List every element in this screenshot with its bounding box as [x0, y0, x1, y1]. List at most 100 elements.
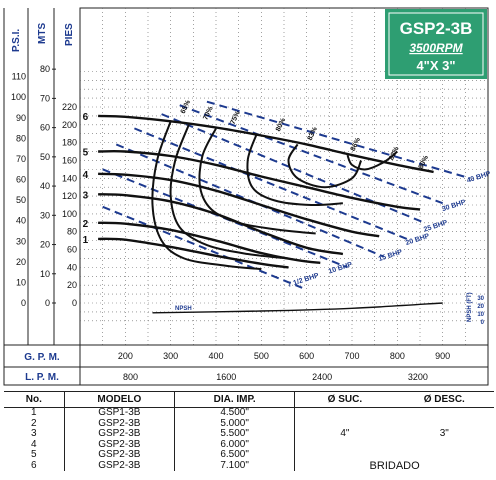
pies-axis-label: PIES — [64, 23, 75, 46]
mts-tick-label: 10 — [40, 269, 50, 279]
psi-tick-label: 0 — [21, 298, 26, 308]
lpm-tick-label: 1600 — [216, 372, 236, 382]
spec-row: 1 GSP1-3B 4.500" — [4, 407, 494, 419]
npsh-tick-label: 30 — [477, 296, 484, 302]
bhp-line — [161, 113, 425, 224]
pies-tick-label: 60 — [67, 245, 77, 255]
efficiency-label: 83% — [388, 145, 401, 161]
npsh-tick-label: 10 — [477, 312, 484, 318]
psi-tick-label: 100 — [11, 92, 26, 102]
pies-tick-label: 200 — [62, 120, 77, 130]
gpm-ticks: 200 300 400 500 600 700 800 900 — [118, 351, 450, 361]
bhp-label: 7 1/2 BHP — [287, 272, 320, 289]
gpm-axis-label: G. P. M. — [24, 352, 60, 363]
psi-tick-label: 110 — [12, 72, 26, 82]
mts-tick-label: 50 — [40, 152, 50, 162]
npsh-curve-label: NPSH — [175, 306, 192, 312]
spec-discharge-empty — [395, 450, 494, 461]
lpm-tick-label: 3200 — [408, 372, 428, 382]
size-title: 4"X 3" — [416, 58, 455, 73]
spec-dia: 7.100" — [174, 460, 295, 471]
efficiency-curve — [198, 127, 316, 235]
efficiency-label: 80% — [418, 154, 431, 170]
psi-tick-label: 50 — [16, 195, 26, 205]
pump-curve-chart: P.S.I. MTS PIES 110100908070605040302010… — [3, 7, 492, 386]
spec-connection: BRIDADO — [294, 460, 494, 471]
efficiency-curve — [169, 124, 289, 260]
title-box — [385, 9, 487, 79]
npsh-ticks: 30 20 10 0 — [477, 296, 484, 326]
pies-tick-label: 220 — [62, 102, 77, 112]
bhp-label: 30 BHP — [441, 199, 467, 213]
lpm-tick-label: 800 — [123, 372, 138, 382]
bhp-line — [179, 104, 444, 205]
gpm-tick-label: 500 — [254, 351, 269, 361]
mts-tick-label: 20 — [40, 240, 50, 250]
gpm-tick-label: 300 — [163, 351, 178, 361]
pies-tick-label: 120 — [62, 191, 77, 201]
spec-no: 1 — [31, 407, 37, 418]
pies-tick-label: 160 — [62, 155, 77, 165]
pies-tick-label: 180 — [62, 138, 77, 148]
lpm-tick-label: 2400 — [312, 372, 332, 382]
spec-suction: 4" — [294, 428, 395, 440]
spec-dia: 6.000" — [174, 439, 295, 450]
spec-model: GSP2-3B — [63, 449, 175, 461]
col-dia: DIA. IMP. — [174, 391, 295, 408]
pies-tick-label: 80 — [67, 227, 77, 237]
bhp-line — [206, 100, 471, 180]
spec-dia: 4.500" — [174, 407, 295, 419]
model-title: GSP2-3B — [400, 19, 473, 38]
efficiency-curve — [287, 143, 363, 189]
spec-no: 2 — [31, 417, 37, 429]
mts-tick-label: 30 — [40, 210, 50, 220]
mts-tick-label: 80 — [40, 64, 50, 74]
spec-row: 2 GSP2-3B 5.000" — [4, 417, 494, 429]
spec-discharge-empty — [395, 408, 494, 419]
psi-tick-label: 80 — [16, 133, 26, 143]
lpm-band — [3, 366, 489, 386]
spec-discharge: 3" — [439, 428, 449, 439]
gpm-tick-label: 400 — [208, 351, 223, 361]
psi-tick-label: 90 — [16, 113, 26, 123]
efficiency-label: 83% — [307, 125, 320, 141]
bhp-line — [102, 205, 303, 289]
gpm-tick-label: 900 — [435, 351, 450, 361]
col-no: No. — [4, 391, 65, 408]
bhp-label: 20 BHP — [405, 233, 431, 247]
efficiency-curve — [246, 133, 343, 207]
spec-row: 4 GSP2-3B 6.000" — [4, 439, 494, 450]
head-curve-4 — [98, 172, 380, 238]
head-curve-1 — [98, 237, 289, 269]
spec-model: GSP2-3B — [63, 418, 175, 429]
spec-no: 6 — [31, 459, 37, 471]
title-box-border — [388, 12, 484, 76]
gpm-band — [3, 344, 489, 368]
gpm-tick-label: 600 — [299, 351, 314, 361]
spec-model: GSP2-3B — [63, 439, 175, 450]
bhp-line — [134, 127, 412, 242]
efficiency-label: 65% — [180, 99, 193, 115]
bhp-label: 15 BHP — [378, 249, 404, 263]
lpm-axis-label: L. P. M. — [25, 372, 59, 383]
spec-model: GSP1-3B — [63, 407, 175, 419]
col-model: MODELO — [63, 391, 175, 408]
head-curve-6 — [98, 114, 434, 174]
head-curves: 1 2 3 4 5 6 — [83, 112, 434, 269]
head-curve-label: 1 — [83, 235, 89, 246]
col-discharge: Ø DESC. — [394, 391, 494, 408]
pies-tick-label: 20 — [67, 280, 77, 290]
spec-dia: 5.500" — [174, 428, 295, 440]
psi-tick-label: 30 — [16, 236, 26, 246]
gpm-tick-label: 800 — [390, 351, 405, 361]
spec-model: GSP2-3B — [63, 428, 175, 440]
spec-no: 3 — [31, 428, 37, 439]
spec-suction-empty — [294, 407, 395, 419]
spec-suction-empty — [294, 439, 395, 450]
gpm-tick-label: 200 — [118, 351, 133, 361]
speed-title: 3500RPM — [409, 41, 463, 55]
spec-row: 5 GSP2-3B 6.500" — [4, 449, 494, 461]
efficiency-curve — [346, 150, 398, 171]
spec-suction-empty — [294, 418, 395, 429]
